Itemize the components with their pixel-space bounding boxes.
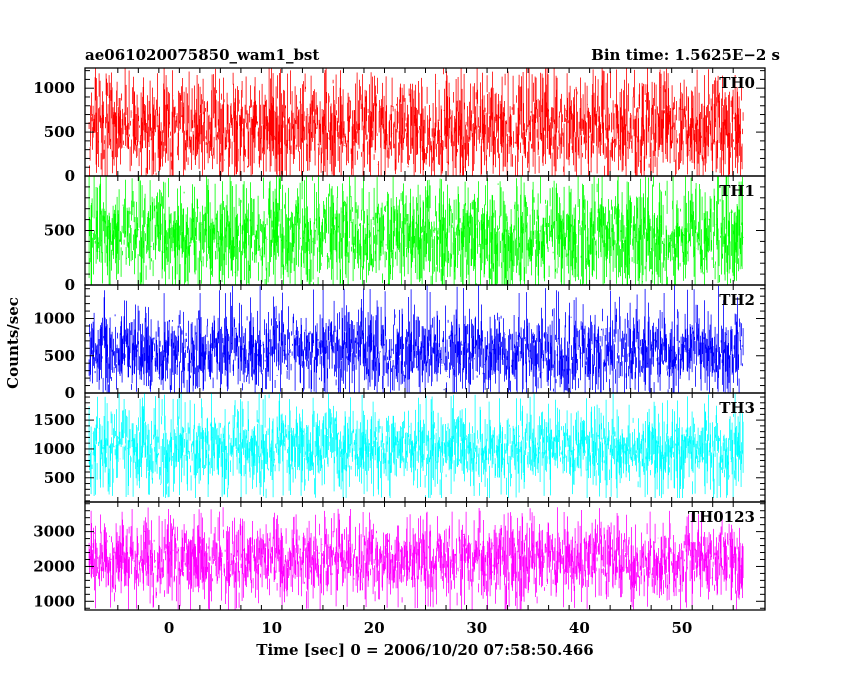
- panel-th3: 500 1000 1500 TH3: [33, 392, 766, 503]
- y-tick-label: 500: [44, 469, 75, 487]
- series-th0123: [88, 507, 744, 610]
- y-tick-label: 0: [65, 276, 75, 294]
- y-axis-label: Counts/sec: [4, 297, 22, 389]
- series-label-th0123: TH0123: [688, 508, 755, 526]
- y-tick-label: 500: [44, 123, 75, 141]
- x-axis: 0 10 20 30 40 50: [164, 619, 692, 637]
- bin-time-label: Bin time: 1.5625E−2 s: [591, 46, 780, 64]
- y-tick-label: 1000: [33, 440, 75, 458]
- series-th3: [88, 393, 744, 498]
- x-tick-label: 30: [466, 619, 487, 637]
- series-th2: [88, 285, 744, 393]
- series-label-th3: TH3: [719, 399, 755, 417]
- panels: 0 500 1000 TH0 0 500 TH1 0 500 1000 TH2 500 1000 1500…: [33, 67, 766, 611]
- y-tick-label: 1000: [33, 79, 75, 97]
- x-tick-label: 50: [671, 619, 692, 637]
- panel-th1: 0 500 TH1: [44, 175, 766, 294]
- chart-title: ae061020075850_wam1_bst: [85, 46, 319, 64]
- y-tick-label: 3000: [33, 523, 75, 541]
- panel-th2: 0 500 1000 TH2: [33, 284, 766, 402]
- y-tick-label: 0: [65, 167, 75, 185]
- x-tick-label: 0: [164, 619, 174, 637]
- y-tick-label: 1000: [33, 592, 75, 610]
- y-tick-label: 0: [65, 384, 75, 402]
- x-tick-label: 10: [261, 619, 282, 637]
- y-tick-label: 2000: [33, 557, 75, 575]
- x-tick-label: 40: [569, 619, 590, 637]
- series-th1: [88, 176, 744, 285]
- series-label-th1: TH1: [719, 182, 755, 200]
- x-tick-label: 20: [364, 619, 385, 637]
- panel-th0: 0 500 1000 TH0: [33, 67, 766, 185]
- y-tick-label: 500: [44, 222, 75, 240]
- panel-frame: [84, 501, 766, 611]
- x-axis-label: Time [sec] 0 = 2006/10/20 07:58:50.466: [256, 641, 593, 659]
- y-tick-label: 1000: [33, 310, 75, 328]
- y-tick-label: 500: [44, 347, 75, 365]
- series-label-th0: TH0: [719, 74, 755, 92]
- series-label-th2: TH2: [719, 291, 755, 309]
- y-tick-label: 1500: [33, 411, 75, 429]
- series-th0: [88, 68, 744, 176]
- panel-th0123: 1000 2000 3000 TH0123: [33, 501, 766, 611]
